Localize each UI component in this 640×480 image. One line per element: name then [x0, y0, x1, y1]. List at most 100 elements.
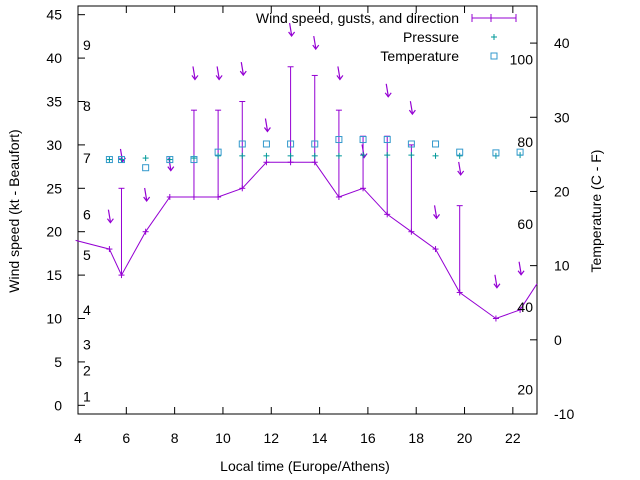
temperature-point: [287, 140, 295, 148]
wind-direction-arrow: [240, 62, 244, 75]
wind-direction-arrowhead: [336, 75, 344, 81]
x-tick-label: 4: [74, 430, 82, 446]
y-tick-label: 25: [46, 180, 62, 196]
wind-direction-arrow: [119, 148, 124, 162]
wind-speed-line: [75, 161, 538, 320]
temperature-point: [432, 140, 440, 148]
temperature-point: [456, 148, 464, 156]
wind-direction-arrowhead: [143, 196, 151, 202]
plot-area: [77, 5, 538, 415]
wind-direction-arrow: [216, 66, 220, 79]
y2-axis-title: Temperature (C - F): [588, 150, 604, 273]
fahrenheit-label: 20: [517, 382, 533, 398]
fahrenheit-label: 40: [517, 299, 533, 315]
wind-direction-arrowhead: [408, 109, 416, 116]
y-tick-label: 15: [46, 267, 62, 283]
wind-direction-arrowhead: [517, 270, 525, 276]
y-axis-title: Wind speed (kt - Beaufort): [6, 129, 22, 292]
y-tick-label: 0: [54, 397, 62, 413]
beaufort-label: 6: [83, 206, 91, 222]
y2-tick-label: -10: [554, 406, 574, 422]
plot-frame: [77, 5, 538, 415]
temperature-point: [238, 140, 246, 148]
temperature-point: [492, 149, 500, 157]
wind-direction-arrowhead: [312, 44, 320, 51]
wind-direction-arrow: [458, 161, 462, 175]
wind-direction-arrow: [385, 83, 389, 96]
legend-swatch-temperature: [490, 52, 498, 60]
legend-label-temperature: Temperature: [380, 48, 459, 64]
wind-direction-arrow: [337, 66, 341, 79]
wind-direction-arrow: [192, 66, 196, 79]
series-layer: [75, 22, 538, 322]
legend: Wind speed, gusts, and direction Pressur…: [256, 10, 517, 64]
temperature-point: [214, 148, 222, 156]
x-tick-label: 14: [312, 430, 328, 446]
y-tick-label: 5: [54, 354, 62, 370]
wind-direction-arrow: [144, 187, 148, 201]
wind-direction-arrowhead: [167, 166, 175, 172]
y2-tick-label: 0: [554, 332, 562, 348]
temperature-point: [142, 164, 150, 172]
wind-direction-arrow: [288, 22, 293, 36]
wind-direction-arrowhead: [493, 283, 501, 289]
wind-direction-arrowhead: [384, 92, 392, 98]
axes: 4 6 8 10 12 14 16 18 20 22051015202530354045-1001…: [46, 6, 574, 446]
wind-direction-arrow: [433, 205, 438, 218]
y-tick-label: 35: [46, 93, 62, 109]
wind-direction-arrowhead: [191, 75, 199, 81]
beaufort-label: 7: [83, 150, 91, 166]
fahrenheit-label: 60: [517, 216, 533, 232]
temperature-point: [166, 156, 174, 164]
temperature-point: [117, 156, 125, 164]
temperature-point: [190, 156, 198, 164]
wind-direction-arrowhead: [263, 127, 271, 133]
y-tick-label: 30: [46, 137, 62, 153]
x-tick-label: 8: [171, 430, 179, 446]
wind-direction-arrowhead: [106, 218, 114, 224]
beaufort-label: 2: [83, 363, 91, 379]
x-tick-label: 10: [215, 430, 231, 446]
wind-direction-arrow: [494, 274, 498, 287]
beaufort-label: 1: [83, 389, 91, 405]
temperature-point: [262, 140, 270, 148]
y-tick-label: 20: [46, 224, 62, 240]
temperature-point: [311, 140, 319, 148]
wind-direction-arrow: [409, 101, 413, 114]
x-tick-label: 22: [505, 430, 521, 446]
temperature-point: [359, 136, 367, 144]
x-tick-label: 20: [457, 430, 473, 446]
fahrenheit-label: 100: [510, 51, 534, 67]
temperature-point: [407, 140, 415, 148]
y-tick-label: 45: [46, 7, 62, 23]
temperature-point: [105, 156, 113, 164]
x-axis-title: Local time (Europe/Athens): [220, 458, 390, 474]
wind-direction-arrow: [518, 261, 522, 274]
beaufort-label: 8: [83, 98, 91, 114]
y2-tick-label: 40: [554, 35, 570, 51]
y-tick-label: 10: [46, 311, 62, 327]
x-tick-label: 16: [360, 430, 376, 446]
beaufort-label: 9: [83, 37, 91, 53]
legend-label-pressure: Pressure: [403, 29, 459, 45]
wind-direction-arrow: [361, 144, 365, 157]
beaufort-label: 3: [83, 337, 91, 353]
x-tick-label: 18: [408, 430, 424, 446]
wind-direction-arrow: [107, 209, 111, 222]
beaufort-label: 5: [83, 247, 91, 263]
wind-direction-arrowhead: [288, 31, 296, 38]
wind-direction-arrowhead: [433, 213, 441, 220]
wind-direction-arrow: [313, 35, 317, 49]
y2-tick-label: 10: [554, 258, 570, 274]
x-tick-label: 6: [122, 430, 130, 446]
y2-tick-label: 20: [554, 183, 570, 199]
y2-tick-label: 30: [554, 109, 570, 125]
x-tick-label: 12: [263, 430, 279, 446]
wind-direction-arrowhead: [215, 75, 223, 81]
temperature-point: [516, 148, 524, 156]
fahrenheit-label: 80: [517, 134, 533, 150]
wind-direction-arrowhead: [239, 70, 247, 77]
temperature-point: [383, 136, 391, 144]
wind-direction-arrow: [264, 118, 269, 131]
